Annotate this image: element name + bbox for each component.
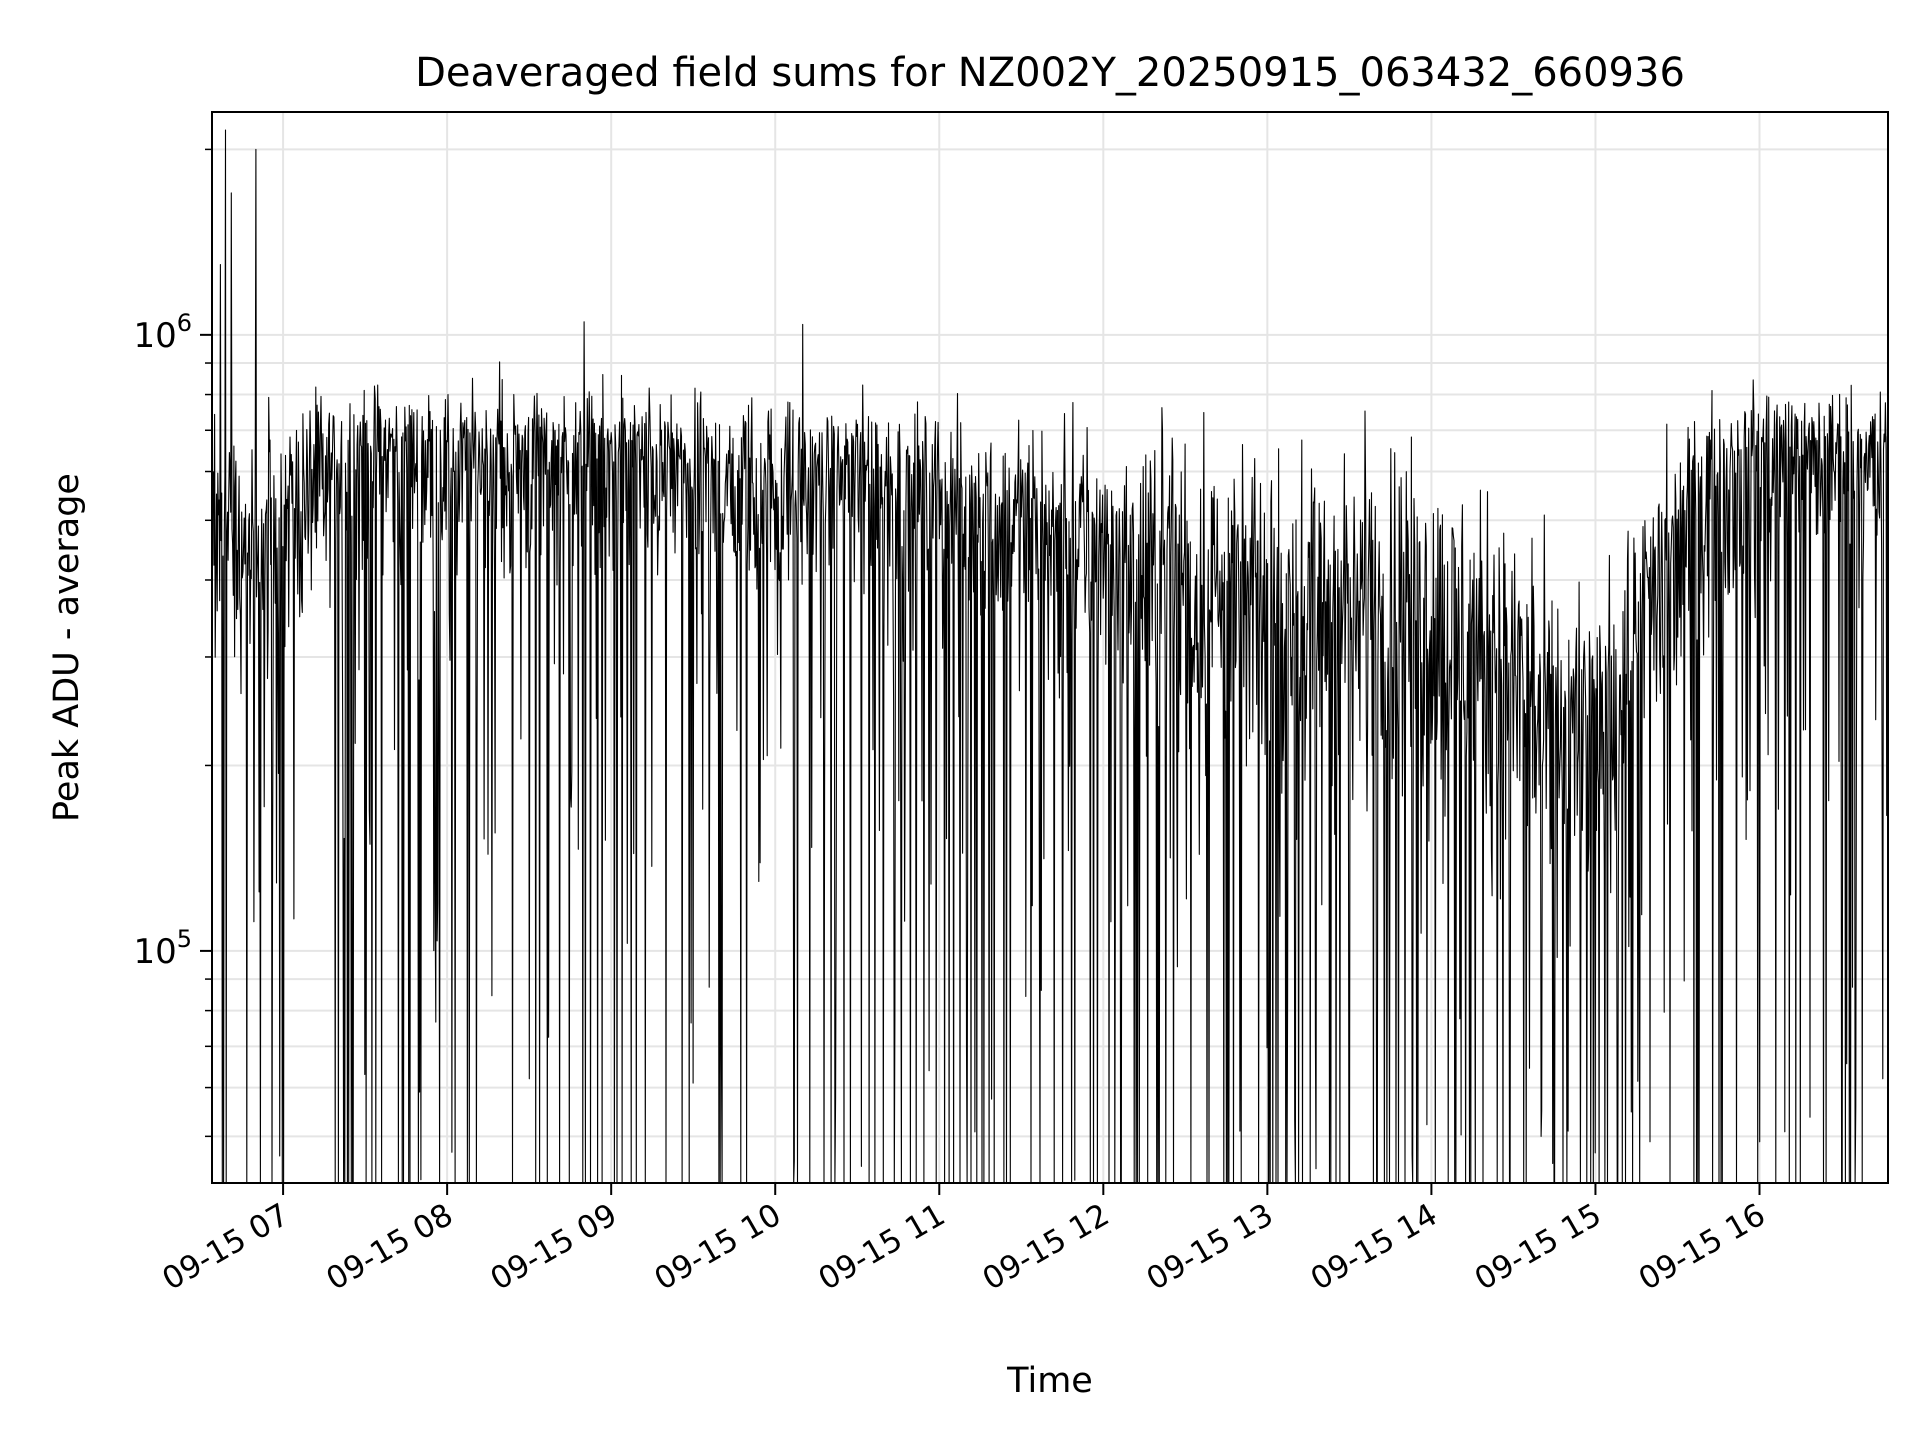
x-axis-label: Time (1006, 1361, 1093, 1401)
y-tick-label-exp: 6 (177, 309, 192, 337)
plot-frame (211, 111, 1889, 1184)
y-tick-label: 106 (133, 309, 192, 356)
series-line (212, 129, 1888, 1183)
y-tick-label-base: 10 (133, 932, 176, 972)
y-tick-label: 105 (133, 925, 192, 972)
y-tick-label-exp: 5 (177, 925, 192, 953)
chart-title: Deaveraged field sums for NZ002Y_2025091… (415, 50, 1685, 96)
y-tick-label-base: 10 (133, 316, 176, 356)
y-axis-label: Peak ADU - average (47, 473, 87, 822)
